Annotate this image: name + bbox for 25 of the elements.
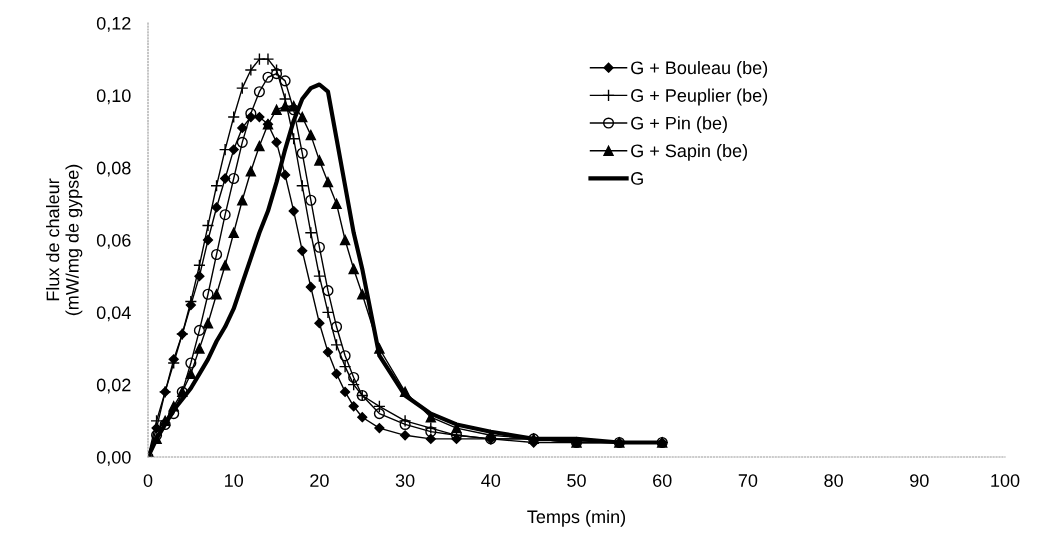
x-tick-label: 40 <box>481 474 501 487</box>
y-tick-label: 0,06 <box>96 233 131 249</box>
x-tick-label: 90 <box>910 474 929 487</box>
y-tick-label: 0,02 <box>96 378 131 394</box>
x-axis-title: Temps (min) <box>527 509 626 527</box>
y-tick-label: 0,12 <box>96 16 131 32</box>
y-tick-label: 0,00 <box>96 450 131 466</box>
legend-label: G <box>631 172 643 185</box>
x-tick-label: 100 <box>991 474 1020 487</box>
x-tick-label: 80 <box>824 474 843 487</box>
x-tick-label: 70 <box>738 474 758 487</box>
y-tick-label: 0,04 <box>96 306 131 322</box>
legend-label: G + Bouleau (be) <box>631 60 768 78</box>
y-tick-label: 0,08 <box>96 161 131 177</box>
x-tick-label: 50 <box>567 474 586 487</box>
y-axis-title: Flux de chaleur (mW/mg de gypse) <box>46 164 83 316</box>
legend-label: G + Sapin (be) <box>631 143 748 161</box>
x-tick-label: 20 <box>310 474 329 487</box>
x-tick-label: 60 <box>653 474 672 487</box>
legend-label: G + Pin (be) <box>631 116 727 134</box>
x-tick-label: 10 <box>225 474 244 487</box>
y-tick-label: 0,10 <box>96 89 131 105</box>
x-tick-label: 0 <box>143 474 153 487</box>
x-tick-label: 30 <box>395 474 415 487</box>
legend-label: G + Peuplier (be) <box>631 88 768 106</box>
